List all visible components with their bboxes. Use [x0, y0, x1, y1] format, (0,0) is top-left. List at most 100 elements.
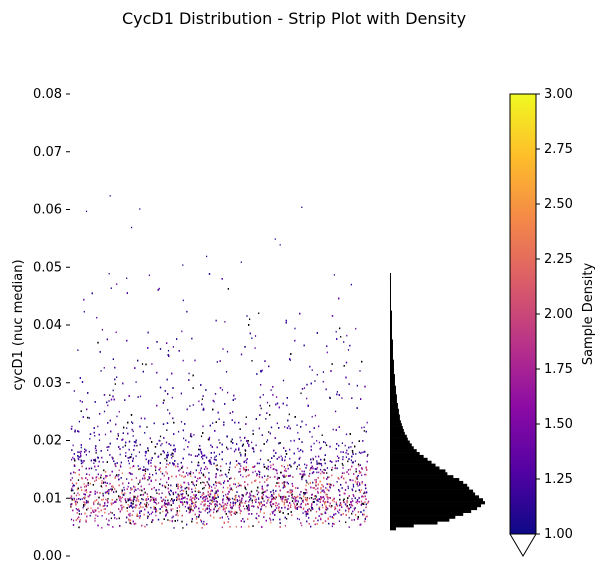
strip-point	[121, 492, 123, 494]
strip-point	[204, 503, 206, 505]
strip-point	[99, 504, 101, 507]
strip-point	[240, 510, 242, 512]
strip-point	[289, 489, 291, 491]
strip-point	[172, 491, 174, 494]
strip-point	[130, 504, 132, 507]
strip-point	[95, 479, 97, 481]
strip-point	[214, 494, 216, 496]
strip-point	[191, 488, 193, 491]
strip-point	[99, 413, 101, 415]
strip-point	[291, 490, 294, 493]
strip-point	[135, 504, 138, 507]
strip-point	[115, 490, 117, 493]
strip-point	[230, 514, 232, 516]
strip-point	[123, 506, 125, 508]
strip-point	[133, 496, 135, 499]
strip-point	[252, 471, 254, 474]
strip-point	[338, 394, 340, 396]
strip-point	[304, 496, 306, 499]
strip-point	[166, 502, 168, 505]
strip-point	[95, 509, 97, 511]
strip-point	[181, 467, 183, 469]
strip-point	[234, 421, 236, 424]
strip-point	[320, 488, 322, 490]
strip-point	[74, 430, 76, 433]
strip-point	[97, 425, 99, 428]
strip-point	[352, 510, 354, 513]
strip-point	[363, 513, 365, 516]
strip-point	[190, 433, 192, 435]
strip-point	[170, 444, 172, 447]
strip-point	[312, 458, 314, 461]
strip-point	[286, 481, 288, 484]
strip-point	[338, 478, 340, 480]
strip-point	[191, 518, 193, 520]
strip-point	[165, 509, 167, 512]
strip-point	[207, 512, 209, 514]
strip-point	[301, 441, 303, 443]
strip-point	[132, 430, 134, 433]
strip-point	[356, 482, 358, 484]
strip-point	[165, 471, 167, 473]
strip-point	[153, 499, 155, 501]
strip-point	[75, 494, 78, 497]
strip-point	[269, 404, 271, 407]
strip-point	[190, 454, 192, 456]
y-tick-label: 0.01	[33, 491, 62, 506]
strip-point	[304, 463, 306, 466]
strip-point	[193, 494, 195, 496]
strip-point	[155, 489, 157, 492]
strip-point	[144, 503, 146, 505]
strip-point	[166, 459, 168, 462]
strip-point	[325, 388, 327, 391]
strip-point	[301, 420, 303, 423]
strip-point	[335, 448, 337, 450]
strip-point	[131, 453, 133, 456]
strip-point	[161, 443, 163, 445]
strip-point	[139, 515, 141, 517]
strip-point	[134, 486, 136, 489]
strip-point	[149, 476, 151, 479]
strip-point	[198, 400, 200, 403]
strip-point	[351, 488, 353, 491]
strip-point	[73, 458, 75, 460]
strip-point	[114, 501, 116, 503]
strip-point	[194, 359, 196, 362]
strip-point	[356, 475, 358, 478]
strip-point	[163, 451, 165, 454]
strip-point	[241, 502, 243, 504]
strip-point	[191, 509, 193, 511]
strip-point	[259, 471, 261, 473]
strip-point	[173, 421, 175, 424]
strip-point	[204, 476, 206, 478]
strip-point	[357, 474, 359, 477]
strip-point	[177, 493, 179, 496]
strip-point	[314, 523, 316, 526]
strip-point	[306, 512, 308, 514]
strip-point	[190, 435, 193, 438]
strip-point	[187, 501, 189, 504]
strip-point	[91, 476, 94, 479]
strip-point	[340, 451, 342, 453]
strip-point	[165, 466, 167, 468]
strip-point	[272, 489, 274, 492]
strip-point	[135, 439, 137, 442]
strip-point	[305, 504, 307, 506]
strip-point	[278, 509, 280, 512]
strip-point	[345, 521, 347, 523]
strip-point	[323, 498, 325, 500]
strip-point	[219, 481, 221, 484]
strip-point	[316, 461, 318, 464]
strip-point	[291, 514, 293, 516]
strip-point	[205, 495, 207, 498]
strip-point	[216, 468, 218, 470]
strip-point	[350, 283, 352, 286]
strip-point	[145, 363, 147, 366]
strip-point	[145, 458, 147, 461]
strip-point	[285, 450, 287, 452]
y-tick-label: 0.07	[33, 145, 62, 160]
strip-point	[182, 359, 184, 362]
strip-point	[127, 498, 129, 500]
strip-point	[320, 468, 322, 471]
strip-point	[316, 503, 318, 506]
